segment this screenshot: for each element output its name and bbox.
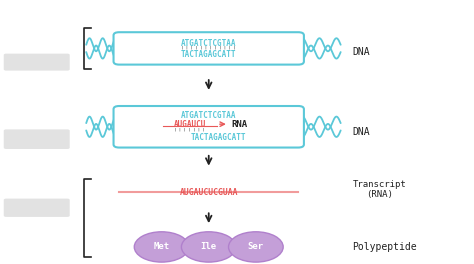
Text: TACTAGAGCATT: TACTAGAGCATT bbox=[191, 133, 246, 142]
Text: ATGATCTCGTAA: ATGATCTCGTAA bbox=[181, 111, 237, 120]
FancyBboxPatch shape bbox=[4, 199, 70, 217]
Text: Met: Met bbox=[154, 242, 170, 251]
Circle shape bbox=[134, 232, 189, 262]
Circle shape bbox=[228, 232, 283, 262]
Text: | | | | | | | | | | | |: | | | | | | | | | | | | bbox=[182, 46, 236, 50]
FancyBboxPatch shape bbox=[4, 129, 70, 149]
FancyBboxPatch shape bbox=[114, 106, 304, 148]
Text: AUGAUCUCGUAA: AUGAUCUCGUAA bbox=[180, 188, 238, 197]
Text: AUGAUCU: AUGAUCU bbox=[173, 120, 206, 129]
Text: Transcript
(RNA): Transcript (RNA) bbox=[353, 180, 406, 199]
Text: TACTAGAGCATT: TACTAGAGCATT bbox=[181, 50, 237, 59]
Text: | | | | | | |: | | | | | | | bbox=[174, 128, 205, 132]
Text: Ser: Ser bbox=[248, 242, 264, 251]
Text: DNA: DNA bbox=[353, 127, 370, 137]
FancyBboxPatch shape bbox=[114, 32, 304, 65]
FancyBboxPatch shape bbox=[4, 54, 70, 70]
Text: Polypeptide: Polypeptide bbox=[353, 242, 417, 252]
Text: ATGATCTCGTAA: ATGATCTCGTAA bbox=[181, 39, 237, 48]
Circle shape bbox=[182, 232, 236, 262]
Text: Ile: Ile bbox=[201, 242, 217, 251]
Text: RNA: RNA bbox=[231, 120, 247, 129]
Text: DNA: DNA bbox=[353, 47, 370, 57]
